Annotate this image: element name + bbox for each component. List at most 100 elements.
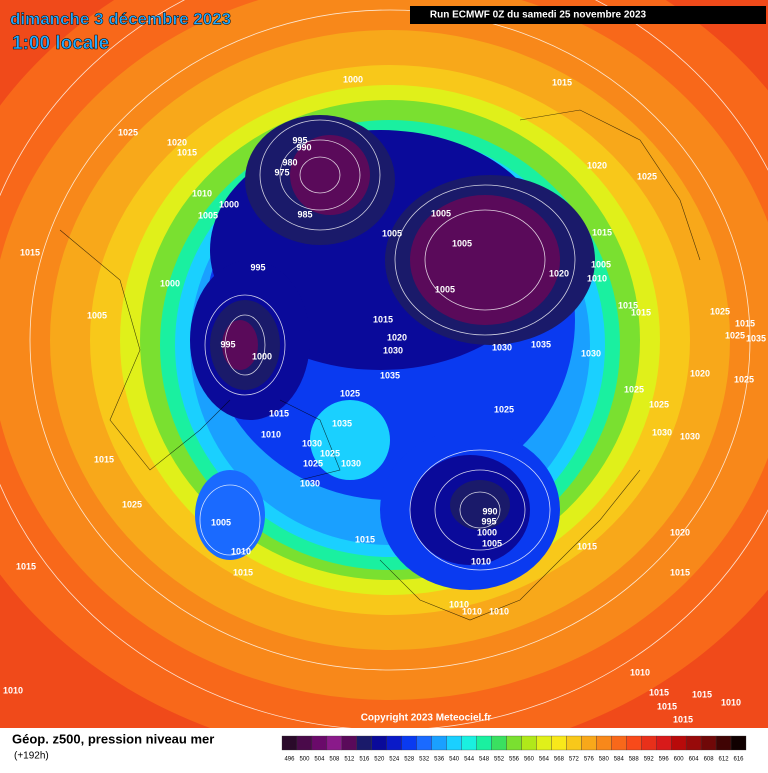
legend-title: Géop. z500, pression niveau mer [12, 731, 214, 746]
colorbar-swatch [700, 735, 717, 751]
colorbar-swatch [401, 735, 417, 751]
colorbar-label: 580 [599, 757, 610, 763]
isobar-label: 1010 [471, 556, 491, 566]
isobar-label: 1020 [167, 137, 187, 147]
colorbar-swatch [371, 735, 387, 751]
isobar-label: 1015 [373, 314, 393, 324]
isobar-label: 1035 [746, 333, 766, 343]
colorbar-swatch [566, 735, 582, 751]
colorbar-swatch [461, 735, 477, 751]
colorbar-label: 524 [389, 757, 400, 763]
isobar-label: 1010 [721, 697, 741, 707]
isobar-label: 1030 [341, 458, 361, 468]
colorbar-swatch [611, 735, 627, 751]
lead-time: (+192h) [14, 751, 49, 762]
isobar-label: 1000 [252, 351, 272, 361]
colorbar-label: 540 [449, 757, 460, 763]
isobar-label: 1000 [219, 199, 239, 209]
isobar-label: 1025 [303, 458, 323, 468]
isobar-label: 1025 [624, 384, 644, 394]
isobar-label: 1010 [489, 606, 509, 616]
isobar-label: 1015 [631, 307, 651, 317]
colorbar-label: 564 [539, 757, 550, 763]
isobar-label: 1010 [587, 273, 607, 283]
colorbar-swatch [656, 735, 672, 751]
colorbar-label: 596 [659, 757, 670, 763]
isobar-label: 1015 [94, 454, 114, 464]
isobar-label: 1030 [581, 348, 601, 358]
colorbar-label: 568 [554, 757, 565, 763]
colorbar-swatch [296, 735, 313, 751]
colorbar-label: 588 [629, 757, 640, 763]
isobar-label: 1000 [343, 74, 363, 84]
isobar-label: 985 [297, 209, 312, 219]
colorbar: 496 500 504 508 512 516 520 524 528 532 536 540 544 5… [281, 735, 747, 763]
colorbar-label: 600 [674, 757, 685, 763]
isobar-label: 1015 [355, 534, 375, 544]
isobar-label: 1025 [340, 388, 360, 398]
colorbar-swatch [641, 735, 657, 751]
isobar-label: 990 [482, 506, 497, 516]
isobar-label: 1015 [692, 689, 712, 699]
colorbar-swatch [506, 735, 522, 751]
copyright: Copyright 2023 Meteociel.fr [361, 713, 492, 724]
isobar-label: 1010 [231, 546, 251, 556]
isobar-label: 1025 [320, 448, 340, 458]
isobar-label: 1005 [87, 310, 107, 320]
isobar-label: 1025 [118, 127, 138, 137]
colorbar-swatch [311, 735, 328, 751]
isobar-label: 1005 [198, 210, 218, 220]
isobar-label: 1015 [177, 147, 197, 157]
isobar-label: 1030 [300, 478, 320, 488]
colorbar-label: 560 [524, 757, 535, 763]
isobar-label: 1035 [380, 370, 400, 380]
isobar-label: 1010 [630, 667, 650, 677]
colorbar-swatch [715, 735, 732, 751]
isobar-label: 1030 [652, 427, 672, 437]
isobar-label: 1010 [462, 606, 482, 616]
isobar-label: 1010 [449, 599, 469, 609]
isobar-label: 1015 [592, 227, 612, 237]
colorbar-label: 508 [329, 757, 340, 763]
isobar-label: 1015 [269, 408, 289, 418]
isobar-label: 1015 [657, 701, 677, 711]
isobar-label: 1015 [618, 300, 638, 310]
isobar-label: 1035 [531, 339, 551, 349]
isobar-label: 1015 [735, 318, 755, 328]
isobar-label: 1020 [549, 268, 569, 278]
isobar-label: 1005 [435, 284, 455, 294]
isobar-label: 1025 [494, 404, 514, 414]
colorbar-label: 616 [734, 757, 745, 763]
run-label: Run ECMWF 0Z du samedi 25 novembre 2023 [430, 10, 647, 21]
isobar-label: 1020 [587, 160, 607, 170]
isobar-label: 1025 [649, 399, 669, 409]
colorbar-label: 528 [404, 757, 415, 763]
isobar-label: 1005 [452, 238, 472, 248]
isobar-label: 1020 [690, 368, 710, 378]
isobar-labels: 1000 101510251020101599599098097510101000… [3, 74, 766, 724]
isobar-label: 1030 [492, 342, 512, 352]
isobar-label: 1030 [302, 438, 322, 448]
colorbar-swatch [416, 735, 432, 751]
isobar-label: 995 [481, 516, 496, 526]
colorbar-label: 604 [689, 757, 700, 763]
isobar-label: 1015 [673, 714, 693, 724]
colorbar-swatch [386, 735, 402, 751]
colorbar-label: 532 [419, 757, 430, 763]
isobar-label: 1005 [431, 208, 451, 218]
run-box [410, 6, 766, 24]
date-title: dimanche 3 décembre 2023 [10, 9, 231, 28]
isobar-label: 1030 [383, 345, 403, 355]
isobar-label: 995 [250, 262, 265, 272]
colorbar-swatch [431, 735, 447, 751]
colorbar-label: 552 [494, 757, 505, 763]
colorbar-label: 496 [284, 757, 295, 763]
colorbar-swatch [730, 735, 747, 751]
colorbar-label: 500 [299, 757, 310, 763]
colorbar-label: 512 [344, 757, 355, 763]
isobar-label: 1005 [211, 517, 231, 527]
colorbar-label: 548 [479, 757, 490, 763]
colorbar-swatch [281, 735, 298, 751]
isobar-label: 1025 [734, 374, 754, 384]
